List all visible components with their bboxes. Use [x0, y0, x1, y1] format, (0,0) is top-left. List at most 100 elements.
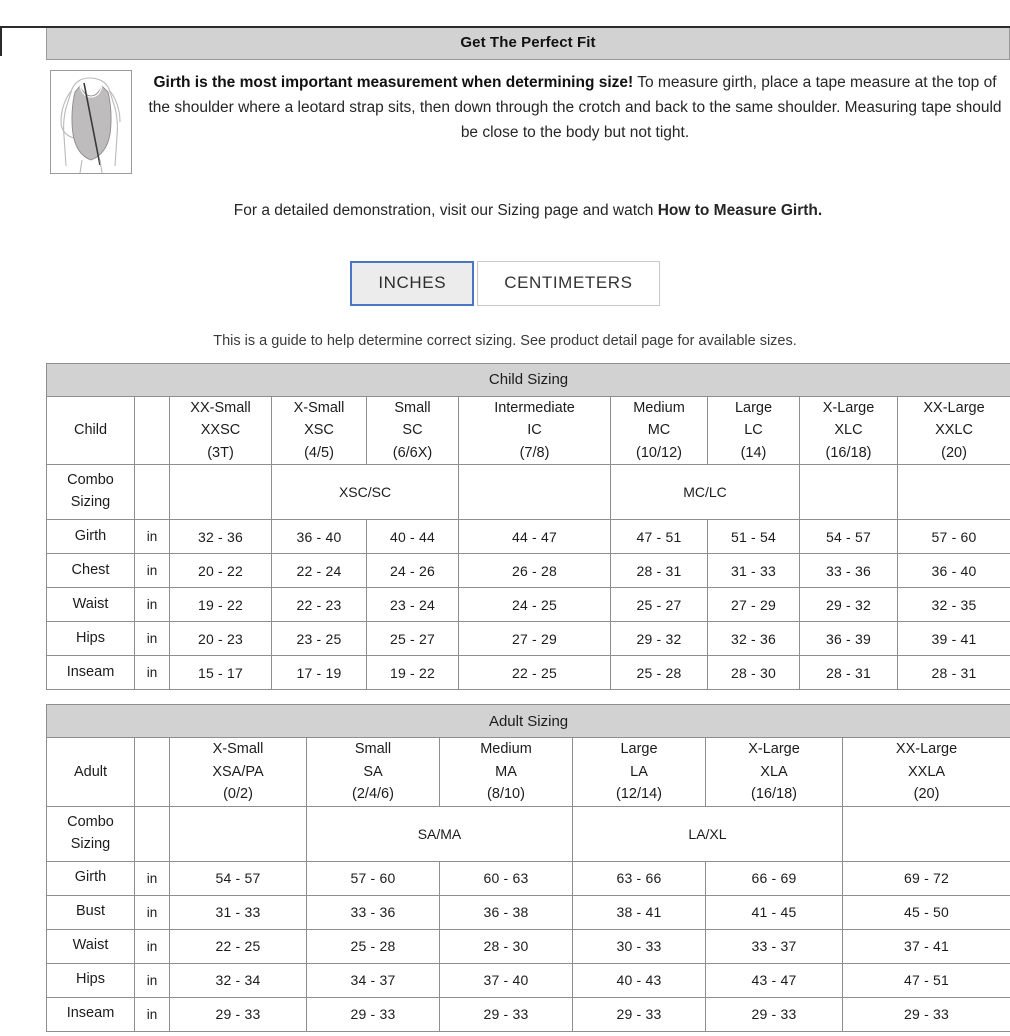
child-col-xxlc: XX-Large XXLC (20) [898, 396, 1010, 464]
sizing-guide-page: Get The Perfect Fit [0, 26, 1010, 1032]
table-row: Bust in 31 - 33 33 - 36 36 - 38 38 - 41 … [47, 895, 1010, 929]
col-name: X-Large [706, 738, 842, 760]
adult-row-label-girth: Girth [47, 861, 135, 895]
col-code: XXSC [170, 419, 271, 441]
col-code: MC [611, 419, 707, 441]
col-code: LA [573, 761, 705, 783]
child-unit-header [135, 396, 170, 464]
cell: 24 - 26 [367, 554, 459, 588]
cell: 32 - 36 [170, 520, 272, 554]
cell: 63 - 66 [573, 861, 706, 895]
cell: 22 - 25 [459, 656, 611, 690]
cell: 28 - 31 [800, 656, 898, 690]
cell: 41 - 45 [706, 895, 843, 929]
col-numeric: (2/4/6) [307, 783, 439, 805]
guide-note: This is a guide to help determine correc… [0, 333, 1010, 349]
adult-col-xsa: X-Small XSA/PA (0/2) [170, 738, 307, 806]
cell: 29 - 33 [843, 997, 1010, 1031]
adult-table-title: Adult Sizing [47, 705, 1010, 738]
cell: 19 - 22 [367, 656, 459, 690]
cell: 28 - 30 [708, 656, 800, 690]
col-numeric: (20) [843, 783, 1010, 805]
cell: 36 - 38 [440, 895, 573, 929]
cell: 25 - 28 [611, 656, 708, 690]
cell: 25 - 28 [307, 929, 440, 963]
cell: 31 - 33 [170, 895, 307, 929]
table-row: Girth in 54 - 57 57 - 60 60 - 63 63 - 66… [47, 861, 1010, 895]
cell: 29 - 33 [706, 997, 843, 1031]
col-name: XX-Small [170, 397, 271, 419]
cell: 36 - 40 [898, 554, 1010, 588]
child-header-row: Child XX-Small XXSC (3T) X-Small XSC (4/… [47, 396, 1010, 464]
col-name: Small [367, 397, 458, 419]
col-numeric: (20) [898, 442, 1010, 464]
cell: 15 - 17 [170, 656, 272, 690]
adult-combo-row: Combo Sizing SA/MA LA/XL [47, 806, 1010, 861]
cell: 29 - 33 [440, 997, 573, 1031]
child-combo-blank-xxlc [898, 465, 1010, 520]
cell: 29 - 32 [611, 622, 708, 656]
cell: 25 - 27 [367, 622, 459, 656]
child-combo-blank-xlc [800, 465, 898, 520]
cell: 19 - 22 [170, 588, 272, 622]
child-col-xsc: X-Small XSC (4/5) [272, 396, 367, 464]
adult-corner-label: Adult [47, 738, 135, 806]
cell: 31 - 33 [708, 554, 800, 588]
col-code: XLA [706, 761, 842, 783]
adult-row-label-hips: Hips [47, 963, 135, 997]
unit-button-centimeters[interactable]: CENTIMETERS [477, 261, 659, 306]
adult-combo-blank-xxla [843, 806, 1010, 861]
unit-toggle-group[interactable]: INCHES CENTIMETERS [0, 261, 1010, 306]
cell: 28 - 30 [440, 929, 573, 963]
cell: 28 - 31 [611, 554, 708, 588]
cell: 45 - 50 [843, 895, 1010, 929]
col-code: XSC [272, 419, 366, 441]
cell: 22 - 23 [272, 588, 367, 622]
measure-girth-note-prefix: For a detailed demonstration, visit our … [234, 202, 658, 219]
measure-girth-link[interactable]: How to Measure Girth. [658, 202, 823, 219]
child-row-label-hips: Hips [47, 622, 135, 656]
page-top-edge [0, 26, 1010, 28]
perfect-fit-title: Get The Perfect Fit [46, 26, 1010, 60]
cell: 69 - 72 [843, 861, 1010, 895]
table-row: Waist in 22 - 25 25 - 28 28 - 30 30 - 33… [47, 929, 1010, 963]
child-combo-blank-ic [459, 465, 611, 520]
cell: 29 - 33 [307, 997, 440, 1031]
cell: 23 - 24 [367, 588, 459, 622]
adult-col-xxla: XX-Large XXLA (20) [843, 738, 1010, 806]
col-code: XLC [800, 419, 897, 441]
col-name: X-Small [170, 738, 306, 760]
cell: 40 - 43 [573, 963, 706, 997]
perfect-fit-body: Girth is the most important measurement … [46, 60, 1010, 174]
col-numeric: (16/18) [706, 783, 842, 805]
child-col-ic: Intermediate IC (7/8) [459, 396, 611, 464]
adult-row-label-waist: Waist [47, 929, 135, 963]
col-numeric: (10/12) [611, 442, 707, 464]
table-row: Hips in 32 - 34 34 - 37 37 - 40 40 - 43 … [47, 963, 1010, 997]
col-name: Intermediate [459, 397, 610, 419]
unit-button-inches[interactable]: INCHES [350, 261, 474, 306]
cell: 36 - 39 [800, 622, 898, 656]
table-row: Hips in 20 - 23 23 - 25 25 - 27 27 - 29 … [47, 622, 1010, 656]
cell: 60 - 63 [440, 861, 573, 895]
child-row-label-inseam: Inseam [47, 656, 135, 690]
child-combo-xsc-sc: XSC/SC [272, 465, 459, 520]
col-name: Small [307, 738, 439, 760]
adult-row-unit-inseam: in [135, 997, 170, 1031]
cell: 44 - 47 [459, 520, 611, 554]
cell: 25 - 27 [611, 588, 708, 622]
adult-combo-sa-ma: SA/MA [307, 806, 573, 861]
col-code: MA [440, 761, 572, 783]
col-numeric: (7/8) [459, 442, 610, 464]
cell: 32 - 36 [708, 622, 800, 656]
cell: 37 - 40 [440, 963, 573, 997]
col-code: SA [307, 761, 439, 783]
cell: 29 - 32 [800, 588, 898, 622]
cell: 30 - 33 [573, 929, 706, 963]
child-row-label-girth: Girth [47, 520, 135, 554]
cell: 23 - 25 [272, 622, 367, 656]
perfect-fit-description: Girth is the most important measurement … [144, 70, 1010, 145]
cell: 24 - 25 [459, 588, 611, 622]
child-col-xlc: X-Large XLC (16/18) [800, 396, 898, 464]
child-row-unit-girth: in [135, 520, 170, 554]
